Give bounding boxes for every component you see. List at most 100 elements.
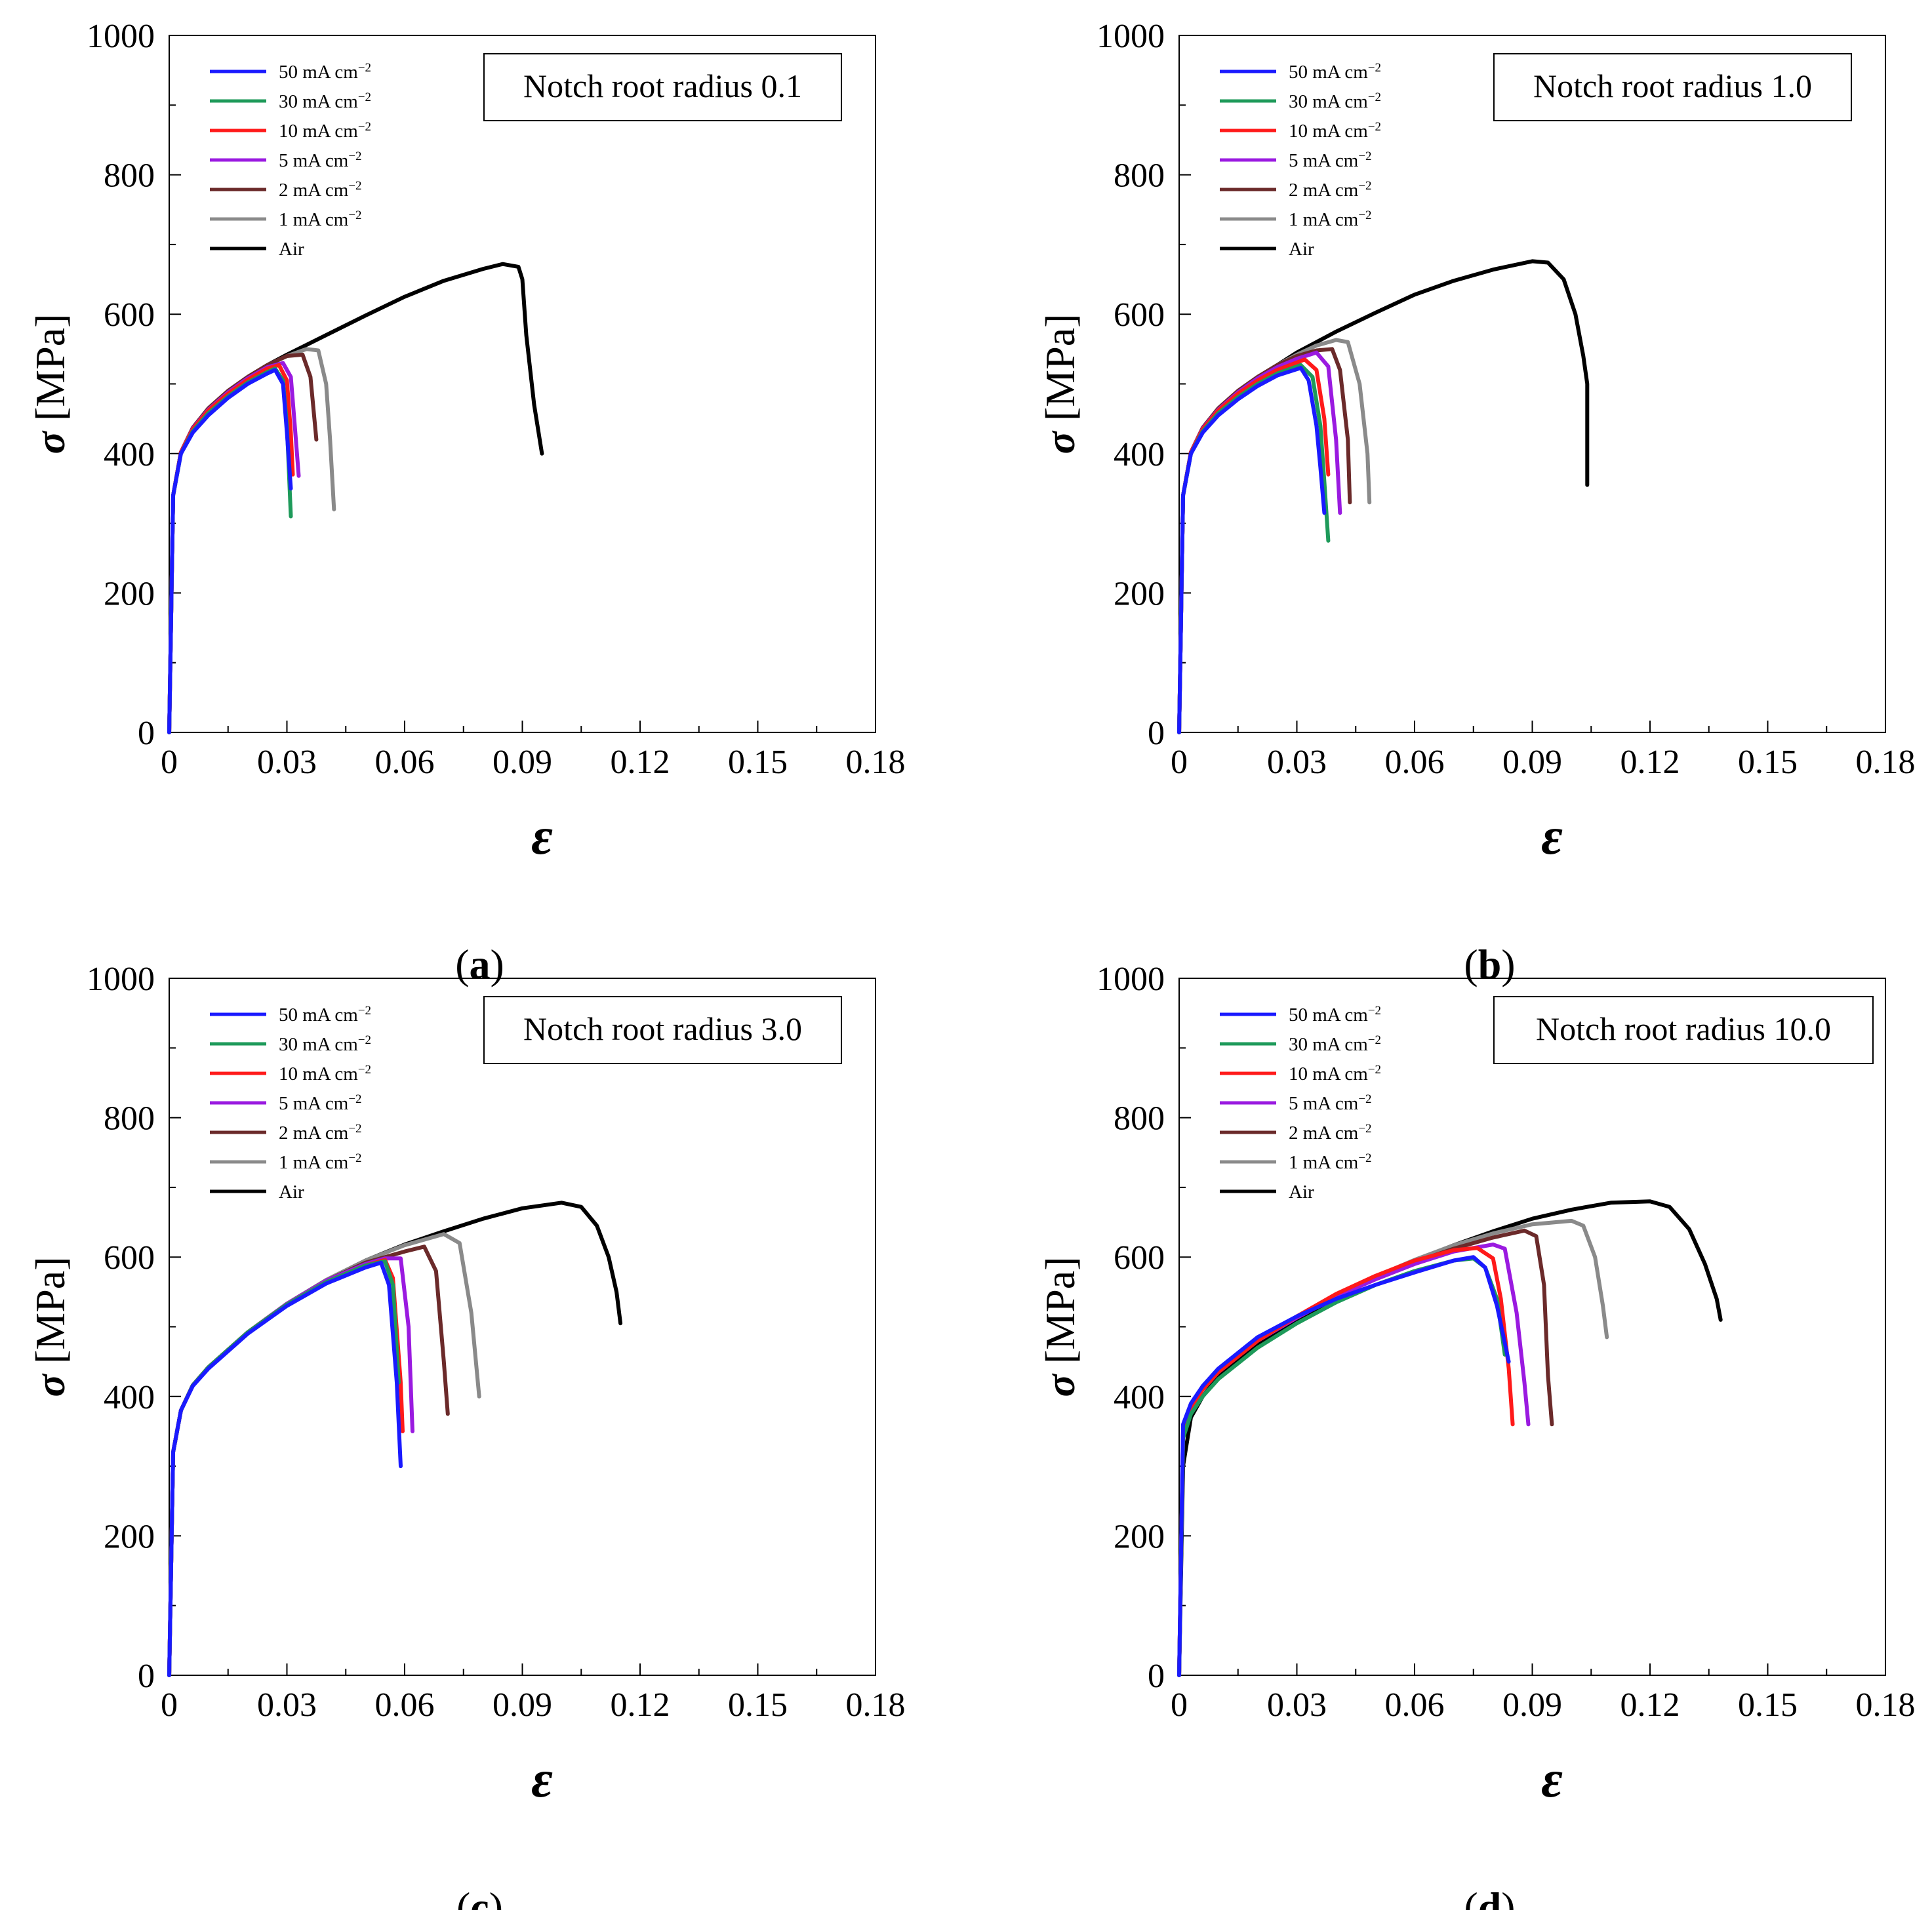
- y-tick-label: 600: [1114, 1239, 1165, 1277]
- panel-label: (a): [455, 941, 504, 987]
- legend-entry: Air: [1289, 1182, 1314, 1203]
- y-tick-label: 800: [1114, 1100, 1165, 1138]
- notch-annotation-box: [483, 53, 842, 121]
- x-tick-label: 0.15: [1738, 744, 1798, 781]
- x-tick-label: 0.15: [1738, 1686, 1798, 1724]
- legend: 50 mA cm−230 mA cm−210 mA cm−25 mA cm−22…: [210, 1004, 371, 1203]
- legend-entry-superscript: −2: [348, 1122, 361, 1136]
- y-tick-label: 0: [1148, 715, 1165, 752]
- legend-entry-superscript: −2: [358, 1063, 371, 1077]
- y-axis-unit: [MPa]: [27, 313, 73, 431]
- legend-entry-name: 30 mA cm: [1289, 1034, 1368, 1055]
- notch-annotation-text: Notch root radius 0.1: [523, 68, 802, 104]
- panel-label-open: (: [1464, 941, 1478, 987]
- legend-entry-superscript: −2: [348, 179, 361, 193]
- legend-entry-name: 1 mA cm: [279, 209, 349, 230]
- legend-entry-name: 10 mA cm: [1289, 1064, 1368, 1084]
- legend-entry-name: 30 mA cm: [279, 91, 358, 112]
- panel-label-open: (: [1464, 1884, 1478, 1910]
- x-tick-label: 0.06: [375, 744, 435, 781]
- legend-entry: 2 mA cm−2: [279, 1122, 362, 1144]
- chart-panel-3: 0 0.03 0.06 0.09 0.12 0.15 0.18 0 200 400 600 800 10…: [27, 961, 906, 1910]
- x-tick-label: 0.03: [1267, 1686, 1327, 1724]
- y-tick-label: 200: [104, 1518, 155, 1555]
- y-tick-label: 800: [1114, 157, 1165, 195]
- legend-entry-name: 1 mA cm: [1289, 209, 1359, 230]
- x-tick-label: 0.15: [728, 1686, 788, 1724]
- legend-entry-name: 2 mA cm: [1289, 1123, 1359, 1144]
- legend-entry: 5 mA cm−2: [1289, 149, 1372, 171]
- legend-entry: 50 mA cm−2: [1289, 61, 1381, 83]
- legend-entry-name: Air: [279, 239, 304, 260]
- x-tick-label: 0.12: [611, 744, 670, 781]
- notch-annotation-text: Notch root radius 3.0: [523, 1010, 802, 1047]
- x-axis-label: ε: [531, 1751, 553, 1808]
- legend-entry-name: 5 mA cm: [1289, 150, 1359, 171]
- x-tick-label: 0.12: [611, 1686, 670, 1724]
- legend-entry-superscript: −2: [1368, 120, 1381, 134]
- y-axis-label: σ [MPa]: [1037, 1256, 1083, 1397]
- legend-entry: Air: [1289, 239, 1314, 260]
- legend-entry: 10 mA cm−2: [1289, 120, 1381, 142]
- series-line-50: [167, 368, 293, 734]
- legend-entry-superscript: −2: [1358, 1122, 1371, 1136]
- series-line-50: [1177, 366, 1327, 734]
- x-tick-label: 0.12: [1620, 1686, 1680, 1724]
- chart-panel-4: 0 0.03 0.06 0.09 0.12 0.15 0.18 0 200 400 600 800 10…: [1037, 961, 1916, 1910]
- legend-entry-superscript: −2: [1368, 1004, 1381, 1018]
- legend-entry-superscript: −2: [348, 1092, 361, 1106]
- y-tick-label: 200: [104, 575, 155, 612]
- legend-entry: 50 mA cm−2: [279, 61, 371, 83]
- legend-entry-name: 30 mA cm: [1289, 91, 1368, 112]
- legend-entry: 5 mA cm−2: [279, 1092, 362, 1114]
- y-axis-label: σ [MPa]: [27, 313, 73, 454]
- legend-entry: 30 mA cm−2: [1289, 1033, 1381, 1055]
- y-tick-label: 200: [1114, 1518, 1165, 1555]
- panel-label-close: ): [489, 1884, 503, 1910]
- legend-entry-superscript: −2: [358, 1033, 371, 1047]
- x-tick-label: 0.15: [728, 744, 788, 781]
- panel-label-letter: a: [470, 941, 491, 987]
- legend-entry: 2 mA cm−2: [279, 179, 362, 201]
- y-axis-unit: [MPa]: [1037, 313, 1083, 431]
- legend-entry-superscript: −2: [1368, 1063, 1381, 1077]
- notch-annotation-text: Notch root radius 10.0: [1536, 1010, 1831, 1047]
- legend-entry-name: 1 mA cm: [279, 1152, 349, 1173]
- legend-entry-name: 50 mA cm: [279, 62, 358, 83]
- x-tick-label: 0.09: [1502, 744, 1562, 781]
- legend-entry: 10 mA cm−2: [279, 120, 371, 142]
- y-tick-label: 400: [1114, 436, 1165, 473]
- panel-label-close: ): [1501, 941, 1515, 987]
- x-tick-label: 0.09: [493, 1686, 552, 1724]
- legend-entry-superscript: −2: [348, 209, 361, 222]
- legend-entry-name: 5 mA cm: [1289, 1093, 1359, 1114]
- legend-entry-superscript: −2: [1368, 1033, 1381, 1047]
- legend-entry-superscript: −2: [1358, 1092, 1371, 1106]
- legend-entry-name: 5 mA cm: [279, 1093, 349, 1114]
- legend-entry: 10 mA cm−2: [1289, 1063, 1381, 1084]
- legend-entry-name: 50 mA cm: [279, 1005, 358, 1025]
- legend-entry-superscript: −2: [358, 120, 371, 134]
- x-tick-label: 0: [161, 1686, 178, 1724]
- legend-entry-name: 2 mA cm: [279, 1123, 349, 1144]
- x-axis-label: ε: [531, 808, 553, 865]
- legend-entry-name: 10 mA cm: [1289, 121, 1368, 142]
- panel-label: (b): [1464, 941, 1515, 987]
- y-tick-label: 1000: [1097, 18, 1165, 55]
- notch-annotation-box: [1493, 996, 1874, 1064]
- panel-label-letter: b: [1478, 941, 1502, 987]
- legend: 50 mA cm−230 mA cm−210 mA cm−25 mA cm−22…: [1220, 61, 1381, 260]
- legend-entry: 10 mA cm−2: [279, 1063, 371, 1084]
- x-tick-label: 0.06: [1385, 744, 1445, 781]
- y-tick-label: 400: [104, 436, 155, 473]
- panel-label-close: ): [1501, 1884, 1515, 1910]
- y-axis-unit: [MPa]: [27, 1256, 73, 1374]
- panel-label: (c): [456, 1884, 503, 1910]
- y-axis-symbol: σ: [27, 1374, 73, 1397]
- legend-entry-name: 5 mA cm: [279, 150, 349, 171]
- y-tick-label: 800: [104, 157, 155, 195]
- legend-entry-superscript: −2: [1358, 209, 1371, 222]
- x-tick-label: 0.06: [375, 1686, 435, 1724]
- x-tick-label: 0.18: [1856, 1686, 1916, 1724]
